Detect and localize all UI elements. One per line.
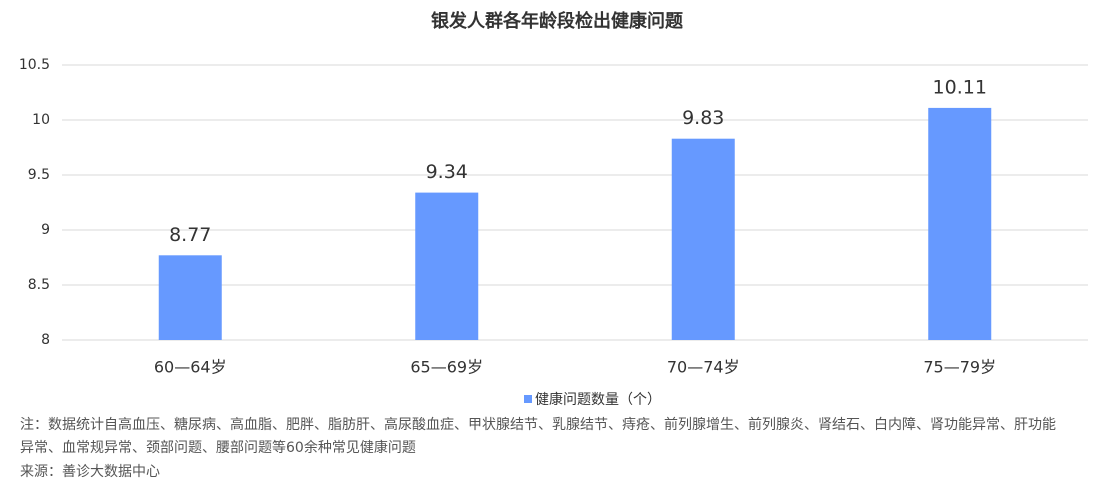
y-tick-label: 9.5 (28, 167, 50, 183)
legend-label: 健康问题数量（个） (535, 391, 661, 408)
x-tick-label: 60—64岁 (154, 358, 227, 377)
data-label: 9.83 (682, 107, 724, 129)
y-tick-label: 10 (32, 112, 50, 128)
bar (158, 255, 222, 340)
bar (928, 107, 992, 341)
source: 来源：善诊大数据中心 (20, 464, 160, 480)
bar (671, 138, 735, 340)
bar (415, 192, 479, 340)
y-tick-label: 9 (41, 222, 50, 238)
chart: 银发人群各年龄段检出健康问题 8 8.5 9 9.5 10 10.5 60—64岁 65—69… (19, 10, 1088, 408)
y-tick-label: 8.5 (28, 277, 50, 293)
data-label: 8.77 (169, 224, 211, 246)
y-tick-label: 10.5 (19, 57, 50, 73)
y-tick-label: 8 (41, 332, 50, 348)
legend-swatch (524, 395, 532, 403)
x-tick-label: 75—79岁 (923, 358, 996, 377)
note: 注：数据统计自高血压、糖尿病、高血脂、肥胖、脂肪肝、高尿酸血症、甲状腺结节、乳腺… (20, 417, 1056, 456)
data-label: 10.11 (933, 76, 987, 98)
x-tick-label: 65—69岁 (410, 358, 483, 377)
chart-title: 银发人群各年龄段检出健康问题 (431, 10, 684, 32)
data-label: 9.34 (426, 161, 468, 183)
x-tick-label: 70—74岁 (667, 358, 740, 377)
